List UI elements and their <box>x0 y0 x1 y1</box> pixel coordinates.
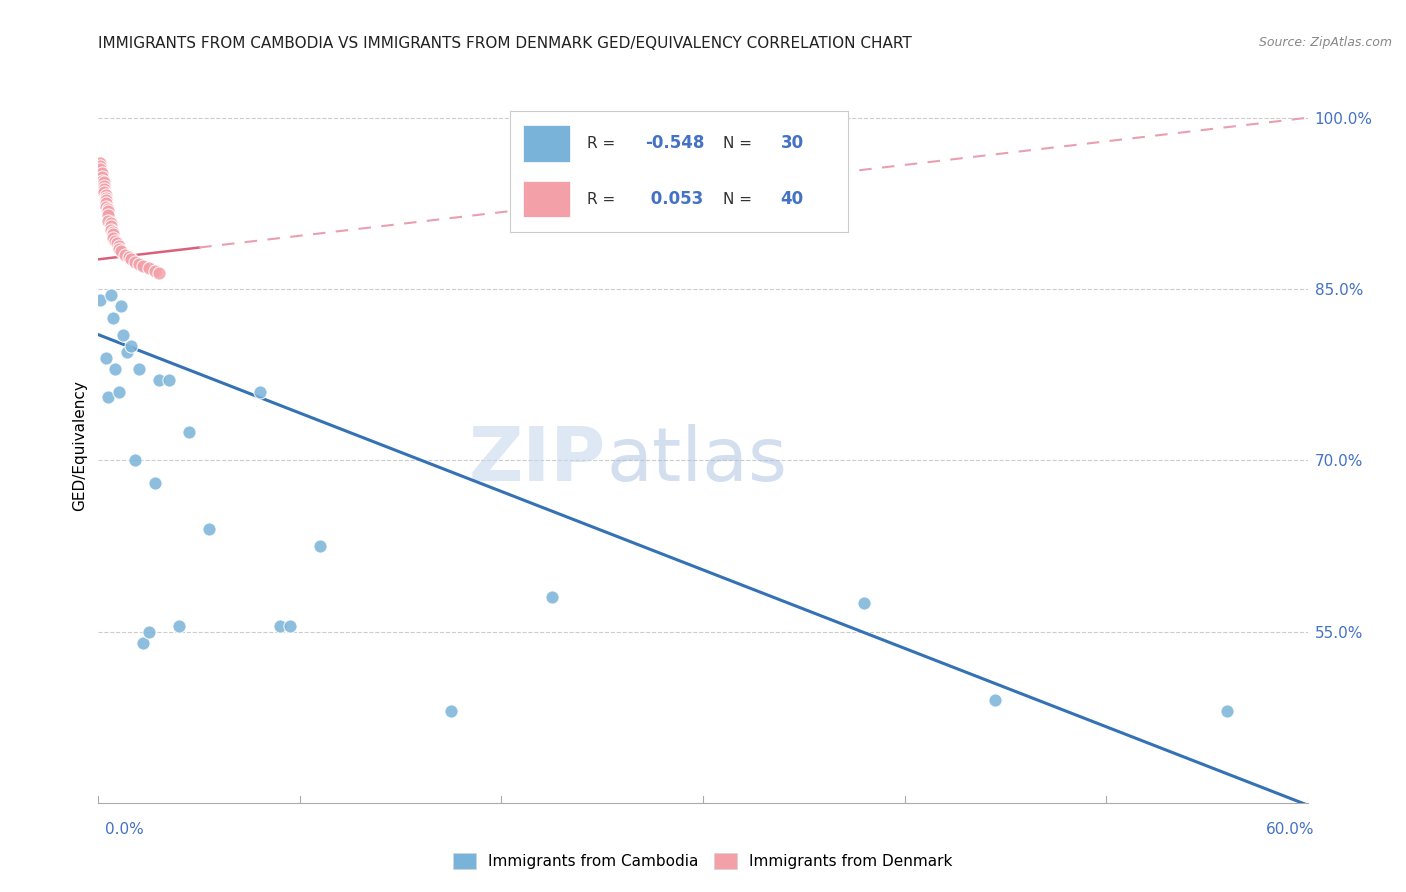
Point <box>93 179 115 194</box>
Point <box>278 619 301 633</box>
Point <box>97 208 120 222</box>
Point <box>440 705 463 719</box>
Point <box>1216 705 1239 719</box>
Point <box>97 202 120 216</box>
Point <box>120 252 142 267</box>
Point <box>100 216 122 230</box>
Point <box>107 238 129 252</box>
Point <box>138 261 160 276</box>
Point <box>124 254 146 268</box>
Point <box>103 362 125 376</box>
Point <box>89 293 111 308</box>
Point <box>97 213 120 227</box>
Point <box>101 230 124 244</box>
Point <box>148 373 170 387</box>
Point <box>128 362 150 376</box>
Point <box>115 344 138 359</box>
Point <box>110 244 132 259</box>
Point <box>132 636 155 650</box>
Text: ZIP: ZIP <box>470 424 606 497</box>
Text: atlas: atlas <box>606 424 787 497</box>
Point <box>89 162 111 177</box>
Point <box>143 264 166 278</box>
Point <box>177 425 201 439</box>
Text: 0.0%: 0.0% <box>105 822 145 837</box>
Point <box>107 384 129 399</box>
Point <box>132 259 155 273</box>
Point <box>100 287 122 301</box>
Point <box>101 225 124 239</box>
Point <box>96 188 118 202</box>
Point <box>96 193 118 207</box>
Point <box>110 299 132 313</box>
Point <box>89 156 111 170</box>
Point <box>101 310 124 325</box>
Point <box>89 156 111 170</box>
Point <box>853 596 876 610</box>
Point <box>269 619 291 633</box>
Point <box>91 170 114 185</box>
Point <box>167 619 190 633</box>
Point <box>120 339 142 353</box>
Point <box>101 227 124 242</box>
Point <box>111 327 134 342</box>
Point <box>103 234 125 248</box>
Text: IMMIGRANTS FROM CAMBODIA VS IMMIGRANTS FROM DENMARK GED/EQUIVALENCY CORRELATION : IMMIGRANTS FROM CAMBODIA VS IMMIGRANTS F… <box>98 36 912 51</box>
Point <box>93 175 115 189</box>
Point <box>118 250 141 264</box>
Point <box>128 257 150 271</box>
Point <box>91 173 114 187</box>
Point <box>309 539 332 553</box>
Point <box>97 391 120 405</box>
Point <box>91 165 114 179</box>
Y-axis label: GED/Equivalency: GED/Equivalency <box>72 381 87 511</box>
Text: Source: ZipAtlas.com: Source: ZipAtlas.com <box>1258 36 1392 49</box>
Text: 60.0%: 60.0% <box>1267 822 1315 837</box>
Point <box>93 185 115 199</box>
Point <box>124 453 146 467</box>
Point <box>249 384 271 399</box>
Point <box>96 191 118 205</box>
Point <box>96 200 118 214</box>
Point <box>157 373 180 387</box>
Point <box>89 159 111 173</box>
Point <box>114 248 136 262</box>
Point <box>138 624 160 639</box>
Point <box>105 236 128 251</box>
Point <box>148 266 170 280</box>
Point <box>198 522 221 536</box>
Point <box>540 591 562 605</box>
Legend: Immigrants from Cambodia, Immigrants from Denmark: Immigrants from Cambodia, Immigrants fro… <box>447 847 959 875</box>
Point <box>93 181 115 195</box>
Point <box>96 196 118 211</box>
Point <box>100 219 122 234</box>
Point <box>107 242 129 256</box>
Point <box>143 476 166 491</box>
Point <box>97 204 120 219</box>
Point <box>96 351 118 365</box>
Point <box>100 222 122 236</box>
Point <box>984 693 1007 707</box>
